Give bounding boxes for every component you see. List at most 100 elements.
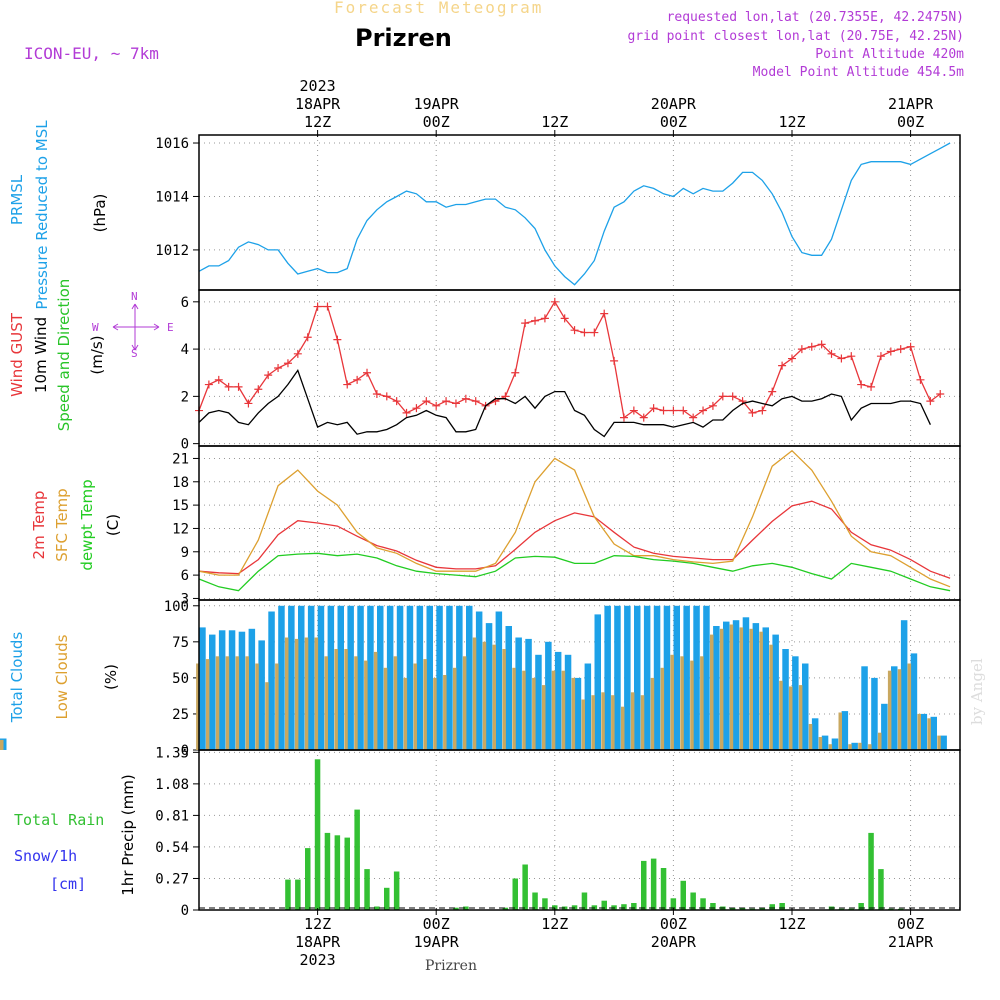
y-tick-label: 100 [164,599,189,615]
bar-low_clouds [630,692,635,750]
bar-low_clouds [838,712,842,750]
bar-rain [295,879,301,910]
bar-total_clouds [386,605,394,750]
gust-marker [689,413,698,422]
gust-marker [580,328,589,337]
bar-low_clouds [571,677,576,750]
y-tick-label: 1012 [155,243,189,259]
bar-total_clouds [495,611,503,750]
x-tick-label-top: 19APR [414,95,460,113]
bar-total_clouds [337,605,344,750]
compass-north: N [131,290,138,303]
gust-marker [363,368,372,377]
bar-total_clouds [663,605,671,750]
gust-marker [619,413,628,422]
bar-rain [453,907,459,910]
bar-total_clouds [861,666,868,750]
label-temp-unit: (C) [104,514,122,536]
x-tick-label-top: 18APR [295,95,341,113]
label-wind-unit: (m/s) [88,335,106,374]
bar-total_clouds [703,605,710,750]
bar-rain [512,878,518,910]
x-tick-label-top: 12Z [304,113,331,131]
bar-low_clouds [285,637,289,750]
bar-total_clouds [624,605,631,750]
gust-marker [847,352,856,361]
gust-marker [432,401,441,410]
gust-marker [521,319,530,328]
bar-total_clouds [594,614,601,750]
bar-total_clouds [851,742,858,750]
bar-low_clouds [917,713,921,750]
bar-total_clouds [218,630,226,750]
bar-low_clouds [482,641,487,750]
bar-total_clouds [268,611,275,750]
bar-low_clouds [462,656,467,751]
bar-total_clouds [357,605,364,750]
gust-marker [590,328,599,337]
bar-low_clouds [403,677,408,750]
gust-marker [254,385,263,394]
gust-marker [926,397,935,406]
series-line-wind [198,368,931,438]
y-tick-label: 12 [172,521,189,537]
bar-low_clouds [670,654,674,750]
bar-low_clouds [749,628,753,750]
gust-marker [876,352,885,361]
gust-marker [303,333,312,342]
label-pressure-unit: (hPa) [91,194,109,233]
y-tick-label: 0 [181,743,189,759]
gust-marker [550,297,559,306]
bar-low_clouds [710,634,714,750]
bar-low_clouds [245,656,249,751]
series-line-pressure [198,142,951,286]
x-tick-label-bottom: 2023 [300,951,336,969]
bar-total_clouds [920,713,928,750]
bar-low_clouds [522,670,526,750]
gust-marker [708,401,717,410]
bar-low_clouds [235,656,240,751]
bar-total_clouds [910,653,918,750]
panel-frame [198,289,961,447]
bar-rain [463,906,469,910]
grid-point-location: grid point closest lon,lat (20.75E, 42.2… [627,29,964,44]
gust-marker [442,397,451,406]
bar-rain [334,835,341,910]
bar-total_clouds [535,654,542,750]
bar-low_clouds [621,706,625,750]
bar-low_clouds [808,724,813,750]
bar-total_clouds [900,620,908,750]
y-tick-label: 2 [181,389,189,405]
bar-low_clouds [294,638,299,750]
bar-rain [393,871,400,910]
bar-low_clouds [334,649,338,750]
y-tick-label: 3 [181,591,189,607]
bar-low_clouds [937,735,941,750]
bar-low_clouds [215,656,220,751]
bar-total_clouds [940,735,947,750]
bar-total_clouds [258,640,265,750]
bar-low_clouds [789,686,793,750]
bar-low_clouds [739,627,744,750]
bar-total_clouds [426,605,433,750]
x-tick-label-bottom: 00Z [423,915,450,933]
bar-total_clouds [564,654,572,750]
bar-total_clouds [772,634,779,750]
y-tick-label: 18 [172,475,189,491]
bar-rain [660,868,667,910]
panel-frame [198,134,961,291]
bar-total_clouds [634,605,641,750]
bar-total_clouds [831,738,839,750]
gust-marker [392,397,401,406]
bar-total_clouds [792,656,799,751]
super-title: Forecast Meteogram [334,0,544,17]
y-tick-label: 0 [181,437,189,453]
bar-rain [680,880,686,910]
bar-total_clouds [930,716,937,750]
bar-low_clouds [868,744,872,750]
bar-total_clouds [752,623,760,750]
bar-total_clouds [841,711,849,750]
x-tick-label-top: 20APR [651,95,697,113]
bar-total_clouds [762,627,769,750]
x-tick-label-top: 00Z [423,113,450,131]
